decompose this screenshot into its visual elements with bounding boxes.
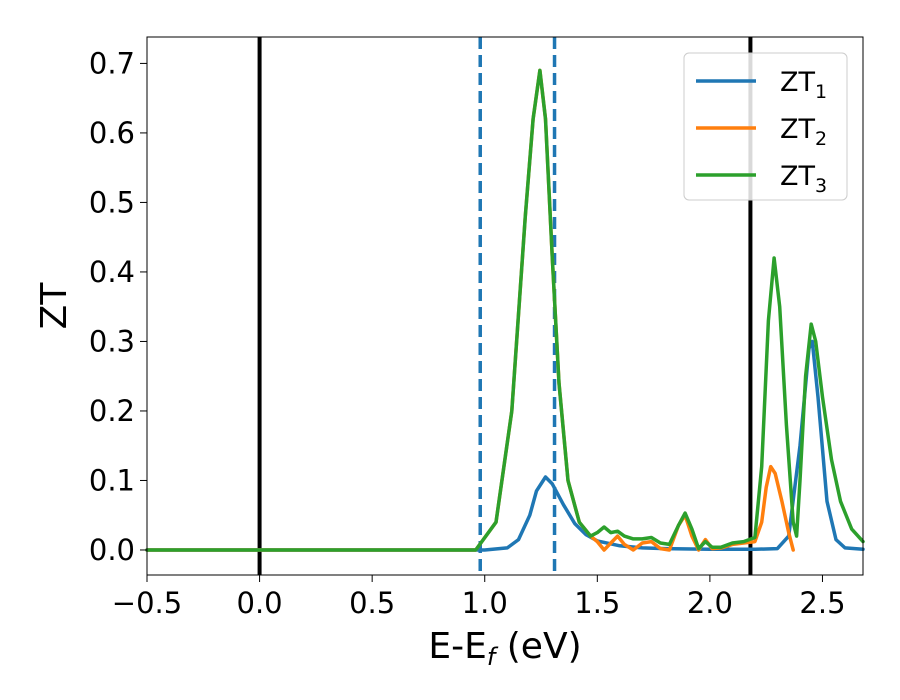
y-tick-label: 0.6 — [89, 116, 135, 150]
y-tick-label: 0.7 — [89, 46, 135, 80]
series-line-zt1 — [145, 339, 865, 552]
x-tick-label: −0.5 — [112, 586, 182, 620]
legend-frame — [683, 52, 848, 201]
x-tick-label: 1.5 — [574, 586, 620, 620]
y-tick-label: 0.1 — [89, 463, 135, 497]
plot-frame — [146, 36, 864, 576]
y-tick-label: 0.5 — [89, 185, 135, 219]
x-tick-label: 0.0 — [237, 586, 283, 620]
x-tick-label: 2.5 — [799, 586, 845, 620]
vertical-reference-lines — [257, 37, 753, 575]
y-tick-label: 0.0 — [89, 533, 135, 567]
y-tick-label: 0.4 — [89, 255, 135, 289]
y-tick-label: 0.3 — [89, 324, 135, 358]
x-tick-label: 1.0 — [462, 586, 508, 620]
series-line-zt3 — [145, 68, 865, 552]
x-axis-title-tail: (eV) — [495, 626, 581, 667]
legend-label-zt1: ZT1 — [780, 67, 827, 103]
legend-label-zt2: ZT2 — [780, 114, 827, 150]
x-axis-title: E-Ef (eV) — [428, 626, 581, 671]
y-axis-ticks: 0.0 0.1 0.2 0.3 0.4 0.5 0.6 0.7 — [89, 46, 147, 567]
x-axis-title-main: E-E — [428, 626, 486, 667]
y-tick-label: 0.2 — [89, 394, 135, 428]
legend: ZT1 ZT2 ZT3 — [683, 52, 848, 201]
legend-label-zt3: ZT3 — [780, 161, 827, 197]
x-tick-label: 0.5 — [349, 586, 395, 620]
x-tick-label: 2.0 — [687, 586, 733, 620]
x-axis-ticks: −0.5 0.0 0.5 1.0 1.5 2.0 2.5 — [112, 575, 846, 620]
series-lines — [145, 68, 865, 552]
y-axis-title: ZT — [34, 282, 75, 330]
